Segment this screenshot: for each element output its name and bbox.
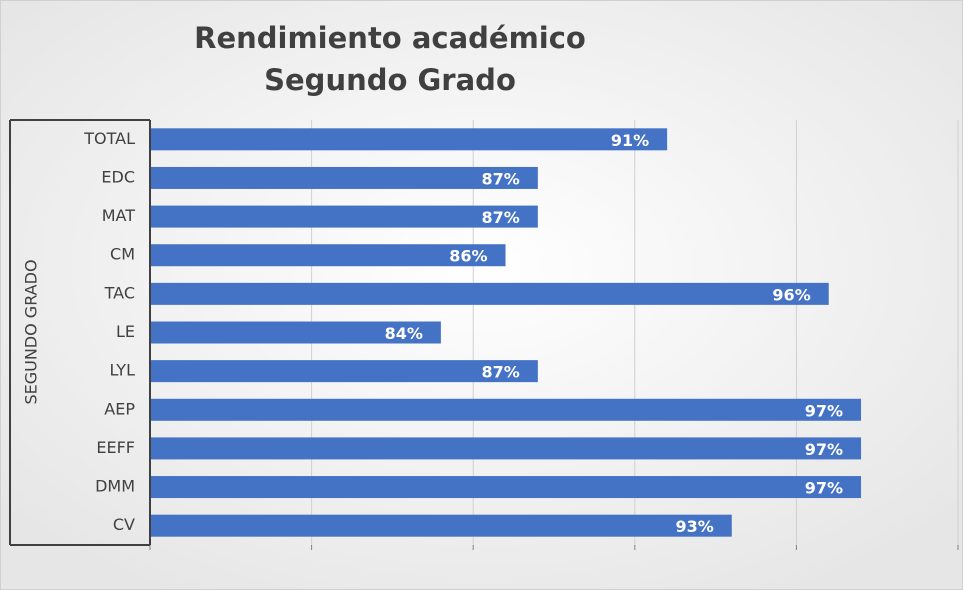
bar [150,360,538,383]
data-label: 87% [482,169,520,188]
y-tick-label: EEFF [96,438,135,457]
bar [150,282,829,305]
y-tick-label: TAC [104,283,135,302]
y-tick-label: MAT [102,206,136,225]
bar [150,166,538,189]
bar [150,244,506,267]
y-tick-label: EDC [101,167,135,186]
y-tick-label: LE [116,322,135,341]
data-label: 87% [482,363,520,382]
data-label: 86% [449,247,487,266]
bar [150,321,441,344]
chart-title: Segundo Grado [264,63,516,97]
data-label: 97% [805,440,843,459]
data-label: 84% [385,324,423,343]
bar [150,205,538,228]
data-label: 97% [805,401,843,420]
bar [150,128,668,151]
data-label: 87% [482,208,520,227]
data-label: 97% [805,479,843,498]
data-label: 91% [611,131,649,150]
bar [150,514,732,537]
data-label: 93% [675,517,713,536]
bar [150,437,862,460]
bar [150,398,862,421]
y-tick-label: CV [113,515,135,534]
y-tick-label: CM [110,245,135,264]
bar [150,476,862,499]
data-label: 96% [772,285,810,304]
y-tick-label: LYL [110,361,136,380]
group-label: SEGUNDO GRADO [22,259,41,404]
y-tick-label: TOTAL [83,129,135,148]
y-tick-label: DMM [95,477,135,496]
chart-title: Rendimiento académico [194,21,586,55]
y-tick-label: AEP [104,399,135,418]
